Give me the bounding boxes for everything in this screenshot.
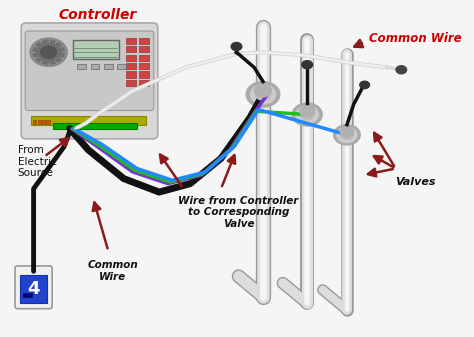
Text: From
Electric
Source: From Electric Source xyxy=(18,145,56,178)
FancyBboxPatch shape xyxy=(25,31,154,111)
Bar xyxy=(126,55,136,61)
Bar xyxy=(104,64,113,69)
Circle shape xyxy=(250,85,275,104)
Circle shape xyxy=(300,105,315,117)
Bar xyxy=(117,64,126,69)
FancyBboxPatch shape xyxy=(15,266,52,309)
Bar xyxy=(53,123,137,129)
Circle shape xyxy=(33,40,64,64)
Bar xyxy=(139,63,149,69)
Circle shape xyxy=(302,61,312,69)
Bar xyxy=(28,293,32,297)
Bar xyxy=(139,46,149,52)
Bar xyxy=(126,38,136,44)
Circle shape xyxy=(292,103,322,126)
Circle shape xyxy=(30,38,67,66)
Text: Wire from Controller
to Corresponding
Valve: Wire from Controller to Corresponding Va… xyxy=(179,196,299,229)
Text: Controller: Controller xyxy=(58,8,137,22)
Bar xyxy=(23,293,27,297)
Text: Valves: Valves xyxy=(396,177,436,187)
Bar xyxy=(139,38,149,44)
Text: Common Wire: Common Wire xyxy=(369,32,462,45)
Text: 4: 4 xyxy=(27,280,40,298)
Circle shape xyxy=(246,82,280,107)
Bar xyxy=(73,40,119,59)
Bar xyxy=(46,120,49,124)
Bar xyxy=(31,116,146,125)
Circle shape xyxy=(301,110,314,120)
Bar xyxy=(77,64,86,69)
Bar xyxy=(20,275,47,303)
Circle shape xyxy=(341,130,353,140)
Circle shape xyxy=(334,125,360,145)
Bar xyxy=(139,80,149,86)
Circle shape xyxy=(41,46,56,58)
Circle shape xyxy=(255,84,272,97)
Circle shape xyxy=(396,66,407,74)
Circle shape xyxy=(255,89,271,100)
Text: Common
Wire: Common Wire xyxy=(87,261,138,282)
Bar xyxy=(126,46,136,52)
FancyBboxPatch shape xyxy=(21,23,158,139)
Circle shape xyxy=(340,127,354,137)
Circle shape xyxy=(231,42,242,51)
Bar xyxy=(37,120,41,124)
Circle shape xyxy=(360,81,370,89)
Bar xyxy=(126,71,136,78)
Bar xyxy=(126,80,136,86)
Circle shape xyxy=(337,127,357,143)
Bar xyxy=(126,63,136,69)
Bar xyxy=(139,71,149,78)
Bar xyxy=(33,120,36,124)
Bar xyxy=(139,55,149,61)
Bar xyxy=(91,64,100,69)
Circle shape xyxy=(296,106,319,123)
Bar xyxy=(42,120,45,124)
